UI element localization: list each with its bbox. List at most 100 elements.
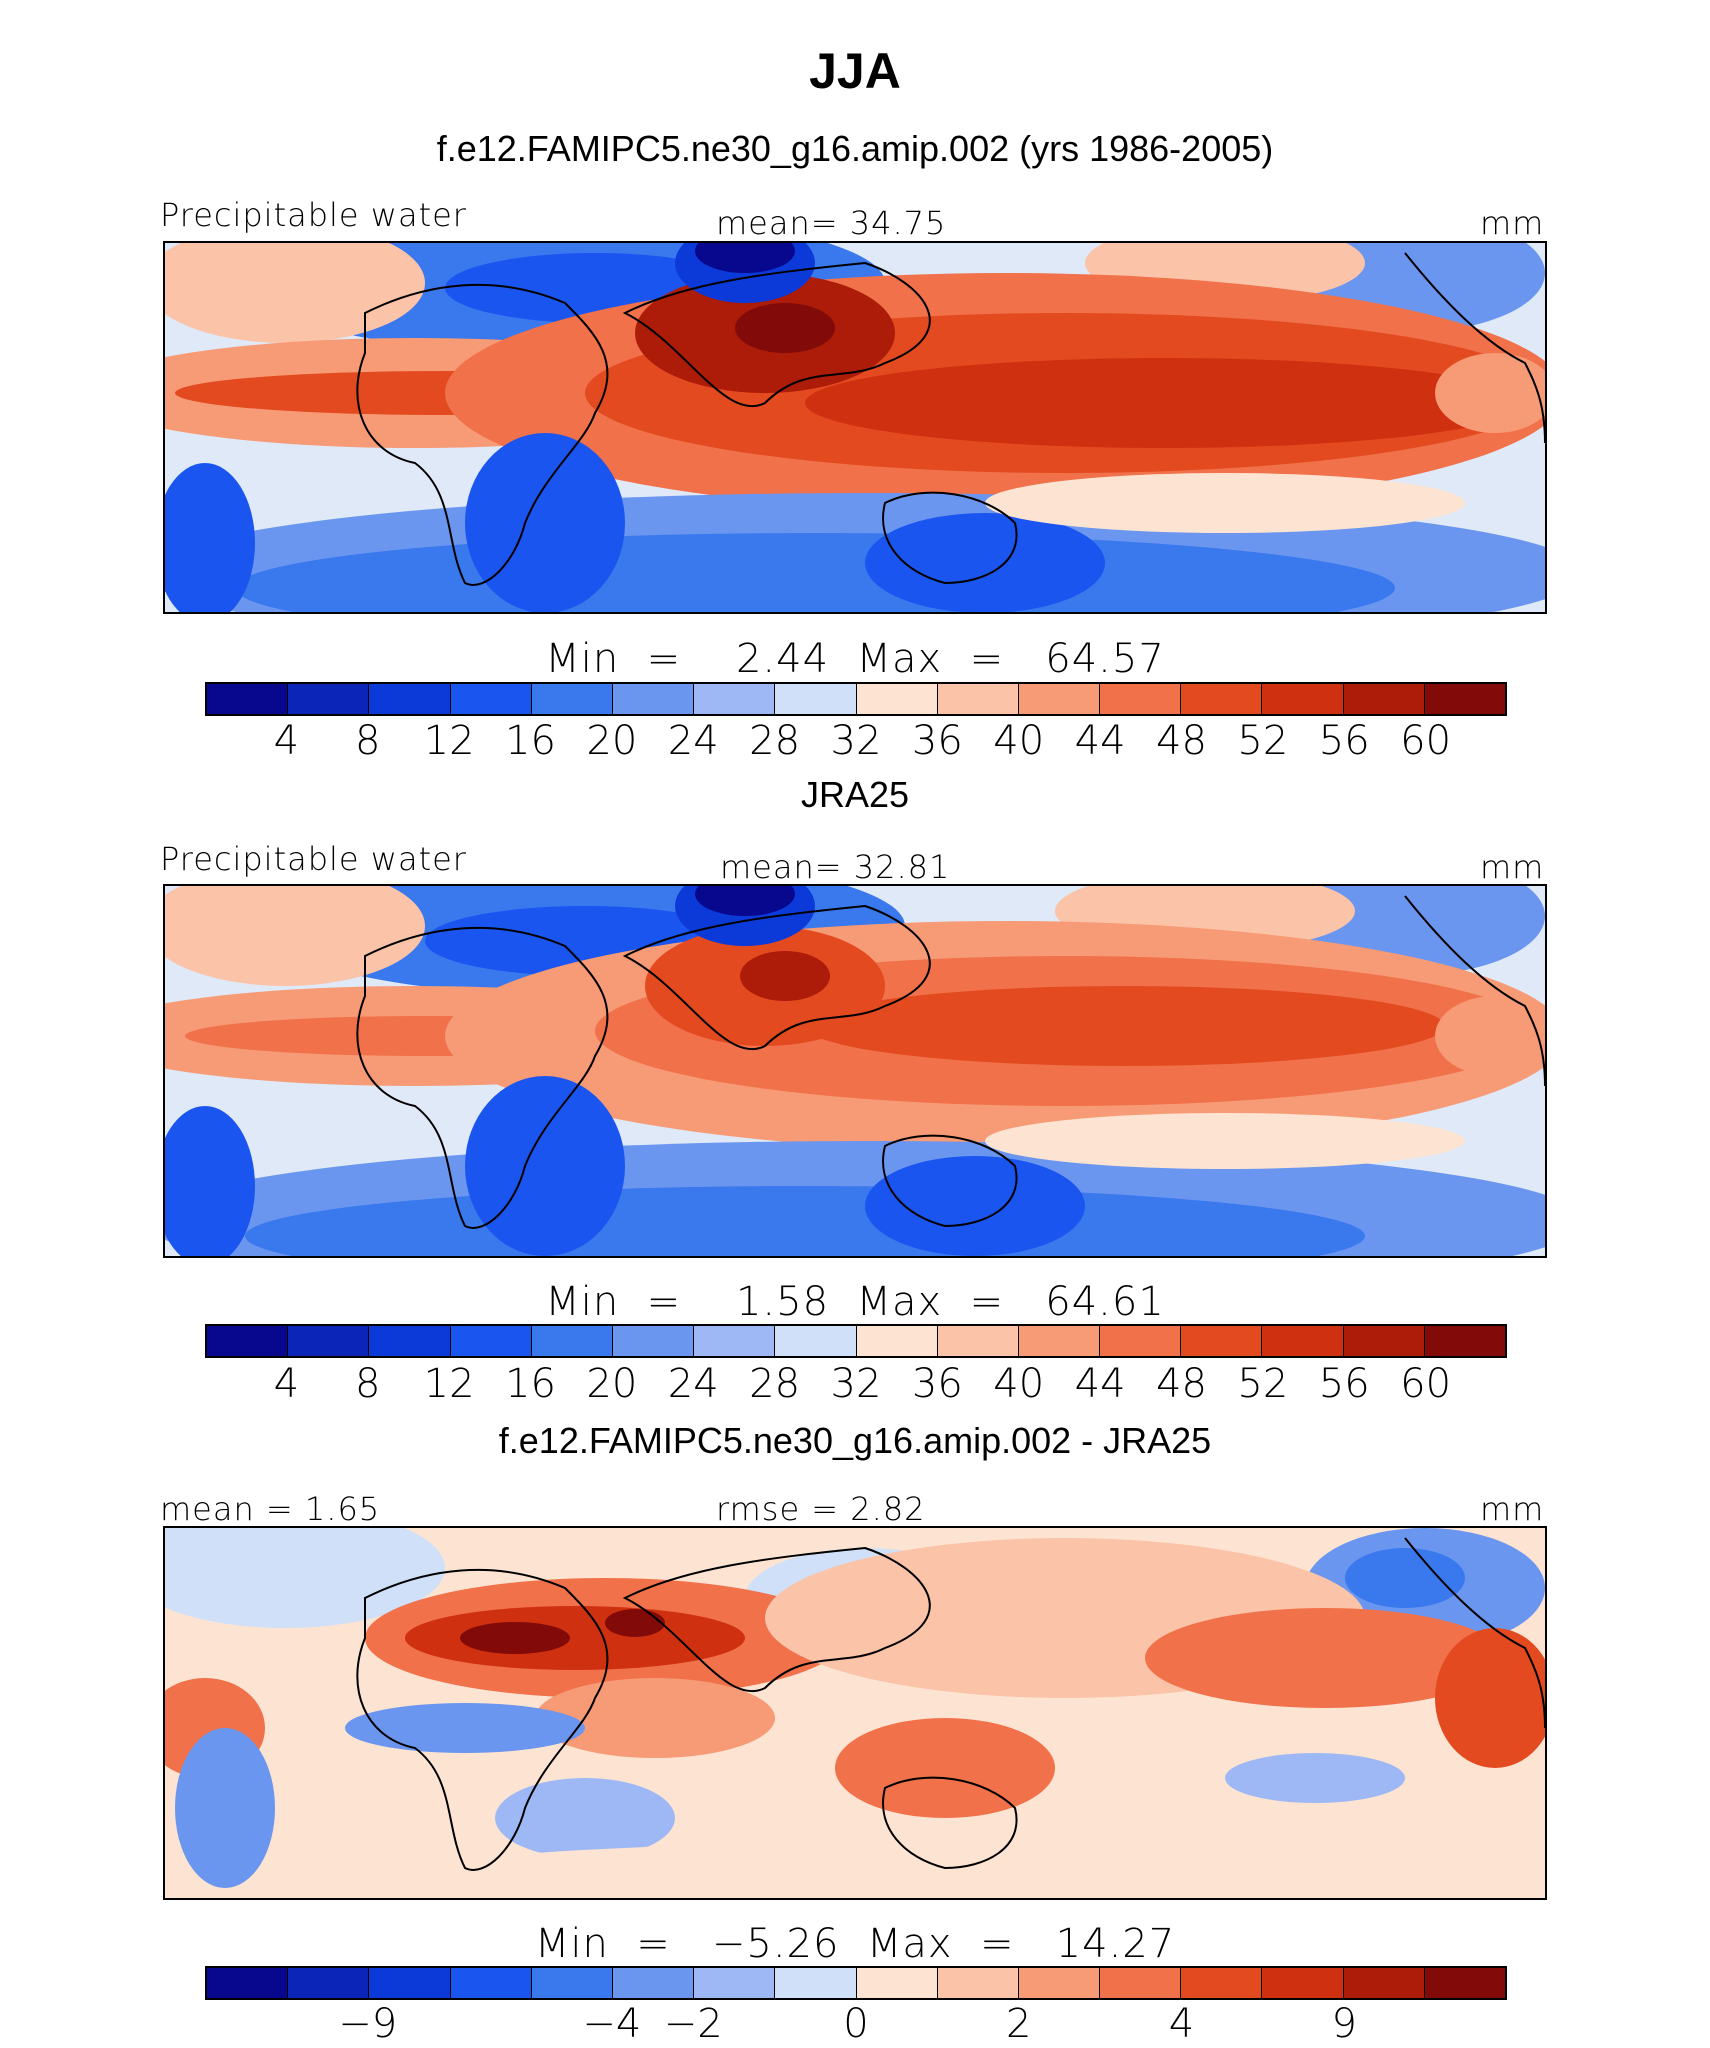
panel1-left-label: Precipitable water: [160, 196, 467, 234]
colorbar-swatch: [694, 684, 776, 714]
panel3-colorbar-ticks: −9 −4 −2 0 2 4 9: [205, 2001, 1507, 2047]
colorbar-swatch: [1262, 1326, 1344, 1356]
colorbar-swatch: [1343, 1968, 1425, 1998]
figure-title: JJA: [809, 43, 901, 99]
colorbar-swatch: [1262, 1968, 1344, 1998]
colorbar-tick-label: 52: [1237, 1361, 1289, 1407]
colorbar-tick-label: 48: [1156, 1361, 1207, 1407]
colorbar-swatch: [1424, 684, 1505, 714]
colorbar-swatch: [450, 1968, 532, 1998]
panel2-left-label: Precipitable water: [160, 840, 467, 878]
colorbar-swatch: [775, 1968, 857, 1998]
panel2-min-max: Min = 1.58 Max = 64.61: [545, 1279, 1165, 1325]
colorbar-swatch: [531, 684, 613, 714]
panel1-colorbar: [205, 682, 1507, 716]
colorbar-swatch: [288, 1968, 370, 1998]
colorbar-swatch: [612, 1326, 695, 1356]
colorbar-swatch: [775, 684, 857, 714]
colorbar-swatch: [1018, 1968, 1101, 1998]
colorbar-swatch: [1181, 1326, 1263, 1356]
colorbar-tick-label: 32: [830, 1361, 882, 1407]
colorbar-swatch: [369, 1326, 451, 1356]
colorbar-tick-label: 44: [1074, 1361, 1126, 1407]
colorbar-tick-label: 2: [1006, 2001, 1032, 2047]
colorbar-tick-label: −2: [663, 2001, 723, 2047]
colorbar-tick-label: 16: [505, 1361, 556, 1407]
panel2-colorbar-ticks: 4 8 12 16 20 24 28 32 36 40 44 48 52 56 60: [205, 1361, 1507, 1407]
colorbar-swatch: [207, 1326, 289, 1356]
colorbar-tick-label: 16: [505, 718, 556, 764]
colorbar-swatch: [207, 1968, 289, 1998]
panel2-mean-label: mean= 32.81: [720, 848, 951, 886]
colorbar-swatch: [694, 1968, 776, 1998]
colorbar-tick-label: −9: [338, 2001, 398, 2047]
colorbar-tick-label: 28: [749, 1361, 801, 1407]
panel1-min-max: Min = 2.44 Max = 64.57: [545, 636, 1165, 682]
colorbar-swatch: [1262, 684, 1344, 714]
panel2-units-label: mm: [1480, 848, 1545, 886]
panel3-units-label: mm: [1480, 1490, 1545, 1528]
colorbar-swatch: [369, 684, 451, 714]
panel3-map: [163, 1526, 1547, 1900]
colorbar-tick-label: 60: [1400, 1361, 1452, 1407]
colorbar-tick-label: −4: [582, 2001, 642, 2047]
colorbar-swatch: [1018, 684, 1101, 714]
panel3-rmse-label: rmse = 2.82: [716, 1490, 926, 1528]
colorbar-swatch: [1018, 1326, 1101, 1356]
panel2-map: [163, 884, 1547, 1258]
colorbar-tick-label: 60: [1400, 718, 1452, 764]
colorbar-swatch: [775, 1326, 857, 1356]
colorbar-swatch: [1181, 1968, 1263, 1998]
colorbar-tick-label: 56: [1318, 718, 1370, 764]
colorbar-tick-label: 24: [667, 718, 719, 764]
colorbar-swatch: [1100, 1326, 1182, 1356]
colorbar-tick-label: 9: [1331, 2001, 1357, 2047]
colorbar-swatch: [694, 1326, 776, 1356]
colorbar-tick-label: 40: [993, 718, 1045, 764]
panel1-mean-label: mean= 34.75: [716, 204, 947, 242]
colorbar-swatch: [937, 684, 1019, 714]
colorbar-swatch: [288, 1326, 370, 1356]
colorbar-swatch: [369, 1968, 451, 1998]
colorbar-swatch: [1181, 684, 1263, 714]
colorbar-tick-label: 32: [830, 718, 882, 764]
panel3-colorbar: [205, 1966, 1507, 2000]
colorbar-swatch: [288, 684, 370, 714]
colorbar-swatch: [1343, 1326, 1425, 1356]
panel3-mean-label: mean = 1.65: [160, 1490, 381, 1528]
colorbar-tick-label: 56: [1318, 1361, 1370, 1407]
colorbar-tick-label: 12: [423, 718, 475, 764]
colorbar-tick-label: 8: [355, 718, 381, 764]
colorbar-swatch: [612, 1968, 695, 1998]
panel1-units-label: mm: [1480, 204, 1545, 242]
colorbar-tick-label: 4: [273, 718, 300, 764]
colorbar-tick-label: 4: [1168, 2001, 1195, 2047]
colorbar-swatch: [1100, 1968, 1182, 1998]
colorbar-swatch: [612, 684, 695, 714]
colorbar-swatch: [1424, 1326, 1505, 1356]
colorbar-swatch: [856, 684, 938, 714]
panel1-subtitle: f.e12.FAMIPC5.ne30_g16.amip.002 (yrs 198…: [436, 128, 1274, 169]
colorbar-swatch: [856, 1968, 938, 1998]
panel1-colorbar-ticks: 4 8 12 16 20 24 28 32 36 40 44 48 52 56 60: [205, 718, 1507, 764]
colorbar-tick-label: 48: [1156, 718, 1207, 764]
panel1-map: [163, 241, 1547, 614]
colorbar-tick-label: 44: [1074, 718, 1126, 764]
colorbar-tick-label: 24: [667, 1361, 719, 1407]
colorbar-swatch: [1343, 684, 1425, 714]
colorbar-tick-label: 52: [1237, 718, 1289, 764]
colorbar-swatch: [531, 1326, 613, 1356]
colorbar-tick-label: 36: [911, 1361, 963, 1407]
colorbar-tick-label: 8: [355, 1361, 381, 1407]
colorbar-swatch: [937, 1326, 1019, 1356]
colorbar-swatch: [531, 1968, 613, 1998]
colorbar-tick-label: 4: [273, 1361, 300, 1407]
panel2-colorbar: [205, 1324, 1507, 1358]
colorbar-tick-label: 20: [586, 718, 638, 764]
colorbar-swatch: [450, 1326, 532, 1356]
colorbar-tick-label: 20: [586, 1361, 638, 1407]
colorbar-tick-label: 36: [911, 718, 963, 764]
colorbar-swatch: [207, 684, 289, 714]
colorbar-swatch: [450, 684, 532, 714]
panel3-min-max: Min = −5.26 Max = 14.27: [534, 1921, 1176, 1967]
